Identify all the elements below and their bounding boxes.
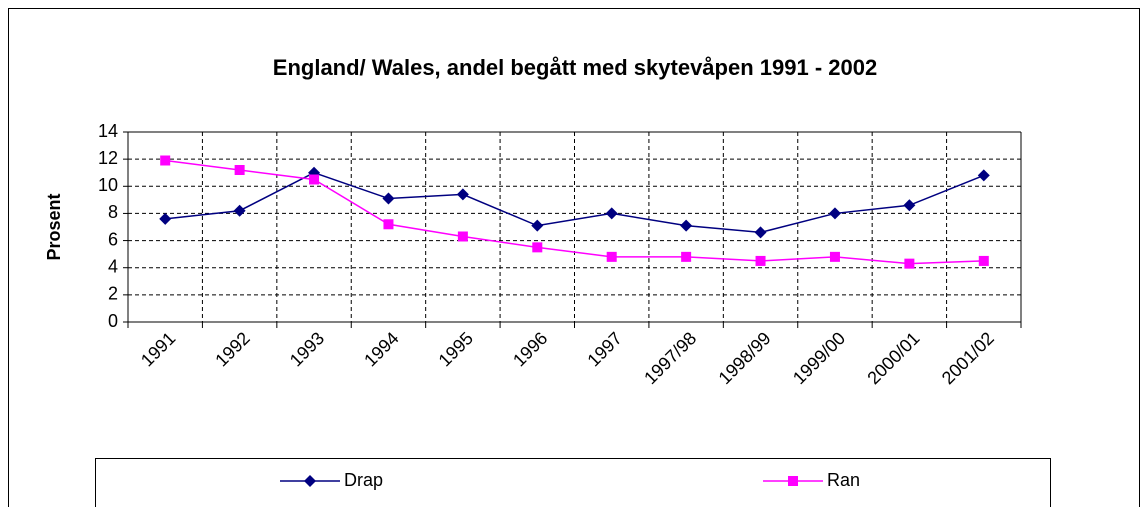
- y-tick-label: 6: [108, 229, 118, 249]
- point: [681, 251, 692, 262]
- point: [605, 207, 618, 220]
- chart-title: England/ Wales, andel begått med skytevå…: [273, 55, 877, 80]
- point: [680, 219, 693, 232]
- point: [309, 174, 320, 185]
- point: [531, 219, 544, 232]
- legend-marker: [304, 475, 316, 487]
- series-line: [165, 171, 985, 234]
- point: [755, 255, 766, 266]
- point: [903, 199, 916, 212]
- y-axis-label: Prosent: [44, 193, 64, 260]
- point: [456, 188, 469, 201]
- point: [457, 231, 468, 242]
- chart-frame: [8, 8, 1140, 507]
- point: [382, 192, 395, 205]
- point: [159, 212, 172, 225]
- point: [383, 219, 394, 230]
- legend-box: [95, 458, 1051, 507]
- point: [606, 251, 617, 262]
- y-tick-label: 2: [108, 284, 118, 304]
- legend-marker: [788, 476, 798, 486]
- point: [978, 255, 989, 266]
- point: [160, 155, 171, 166]
- point: [904, 258, 915, 269]
- y-tick-label: 0: [108, 311, 118, 331]
- y-tick-label: 14: [98, 121, 118, 141]
- y-tick-label: 8: [108, 202, 118, 222]
- point: [233, 204, 246, 217]
- point: [977, 169, 990, 182]
- legend-label: Ran: [827, 470, 860, 490]
- point: [532, 242, 543, 253]
- y-tick-label: 4: [108, 256, 118, 276]
- y-tick-label: 12: [98, 148, 118, 168]
- legend-label: Drap: [344, 470, 383, 490]
- y-tick-label: 10: [98, 175, 118, 195]
- point: [754, 226, 767, 239]
- point: [829, 251, 840, 262]
- series-line: [165, 159, 984, 265]
- point: [234, 165, 245, 175]
- point: [828, 207, 841, 220]
